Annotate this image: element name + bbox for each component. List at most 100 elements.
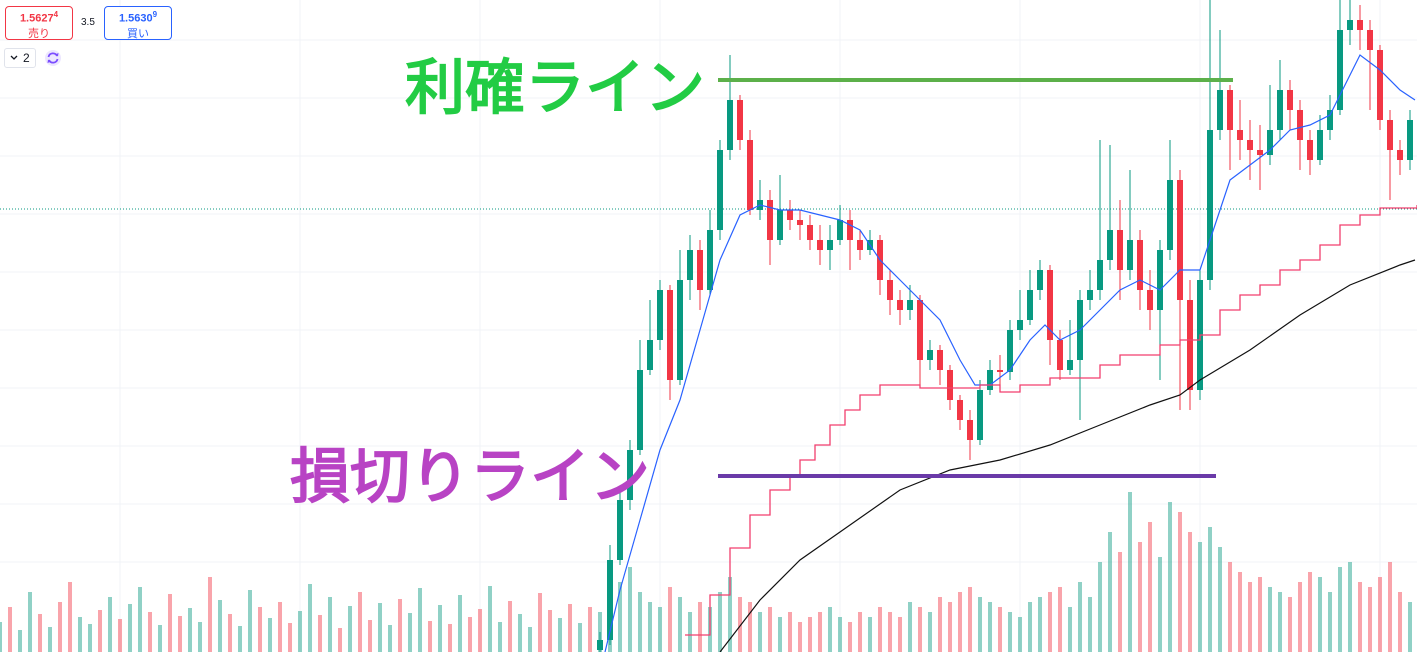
annotation-label: 損切りライン	[290, 443, 650, 513]
volume-bar	[1038, 597, 1042, 652]
candle-body	[1347, 20, 1353, 30]
volume-bar	[808, 617, 812, 652]
candle-body	[1367, 30, 1373, 50]
sell-button[interactable]: 1.56274 売り	[5, 6, 73, 40]
candle-body	[1187, 300, 1193, 390]
candle-body	[727, 100, 733, 150]
spread: 3.5	[81, 17, 95, 28]
candle-body	[617, 500, 623, 560]
volume-bar	[1028, 602, 1032, 652]
interval-value: 2	[23, 51, 30, 65]
volume-bar	[868, 617, 872, 652]
volume-bar	[1158, 557, 1162, 652]
volume-bar	[948, 602, 952, 652]
volume-bar	[348, 606, 352, 652]
volume-bar	[538, 593, 542, 652]
candle-body	[1237, 130, 1243, 140]
volume-bar	[398, 599, 402, 652]
volume-bar	[18, 630, 22, 652]
volume-bar	[248, 590, 252, 652]
candle-body	[1317, 130, 1323, 160]
buy-label: 買い	[127, 27, 149, 40]
volume-bar	[888, 612, 892, 652]
volume-bar	[238, 626, 242, 652]
volume-bar	[958, 592, 962, 652]
candle-body	[1287, 90, 1293, 110]
volume-bar	[898, 617, 902, 652]
volume-bar	[98, 610, 102, 652]
volume-bar	[158, 625, 162, 652]
volume-bar	[728, 577, 732, 652]
volume-bar	[88, 624, 92, 652]
candle-body	[1217, 90, 1223, 130]
candle-body	[647, 340, 653, 370]
interval-dropdown[interactable]: 2	[4, 48, 36, 68]
candle-body	[1147, 290, 1153, 310]
volume-bar	[1258, 577, 1262, 652]
volume-bar	[388, 625, 392, 652]
volume-bar	[1218, 547, 1222, 652]
volume-bar	[1148, 522, 1152, 652]
sell-label: 売り	[28, 27, 50, 40]
volume-bar	[1248, 582, 1252, 652]
volume-bar	[1108, 532, 1112, 652]
volume-bar	[1338, 567, 1342, 652]
volume-bar	[1048, 592, 1052, 652]
volume-bar	[1348, 562, 1352, 652]
volume-bar	[928, 612, 932, 652]
candle-body	[717, 150, 723, 230]
volume-bar	[68, 582, 72, 652]
volume-bar	[588, 607, 592, 652]
buy-button[interactable]: 1.56309 買い	[104, 6, 172, 40]
volume-bar	[848, 622, 852, 652]
volume-bar	[328, 597, 332, 652]
candle-body	[787, 210, 793, 220]
volume-bar	[1138, 542, 1142, 652]
volume-bar	[1118, 552, 1122, 652]
volume-bar	[988, 602, 992, 652]
candle-body	[947, 370, 953, 400]
volume-bar	[1378, 577, 1382, 652]
volume-bar	[0, 622, 2, 652]
refresh-icon[interactable]	[44, 49, 62, 67]
candle-body	[777, 210, 783, 240]
volume-bar	[1308, 572, 1312, 652]
candle-body	[697, 250, 703, 290]
candle-body	[597, 640, 603, 650]
volume-bar	[458, 595, 462, 652]
volume-bar	[168, 594, 172, 652]
candle-body	[1177, 180, 1183, 300]
volume-bar	[368, 620, 372, 652]
volume-bar	[628, 567, 632, 652]
volume-bar	[1208, 527, 1212, 652]
volume-bar	[1328, 592, 1332, 652]
volume-bar	[488, 586, 492, 652]
candle-body	[857, 240, 863, 250]
volume-bar	[1268, 587, 1272, 652]
candle-body	[887, 280, 893, 300]
candle-body	[1107, 230, 1113, 260]
candle-body	[687, 250, 693, 280]
volume-bar	[798, 622, 802, 652]
volume-bar	[318, 615, 322, 652]
volume-bar	[618, 582, 622, 652]
volume-bar	[518, 614, 522, 652]
volume-bar	[668, 587, 672, 652]
volume-bar	[998, 607, 1002, 652]
candle-body	[937, 350, 943, 370]
candle-body	[1137, 240, 1143, 290]
volume-bar	[1188, 532, 1192, 652]
volume-bar	[1318, 577, 1322, 652]
volume-bar	[788, 612, 792, 652]
volume-bar	[1198, 542, 1202, 652]
volume-bar	[378, 603, 382, 652]
candle-body	[1337, 30, 1343, 110]
volume-bar	[48, 627, 52, 652]
volume-bar	[818, 612, 822, 652]
candle-body	[957, 400, 963, 420]
candle-body	[1047, 270, 1053, 340]
volume-bar	[228, 614, 232, 652]
volume-bar	[418, 588, 422, 652]
volume-bar	[138, 587, 142, 652]
candle-body	[797, 220, 803, 225]
